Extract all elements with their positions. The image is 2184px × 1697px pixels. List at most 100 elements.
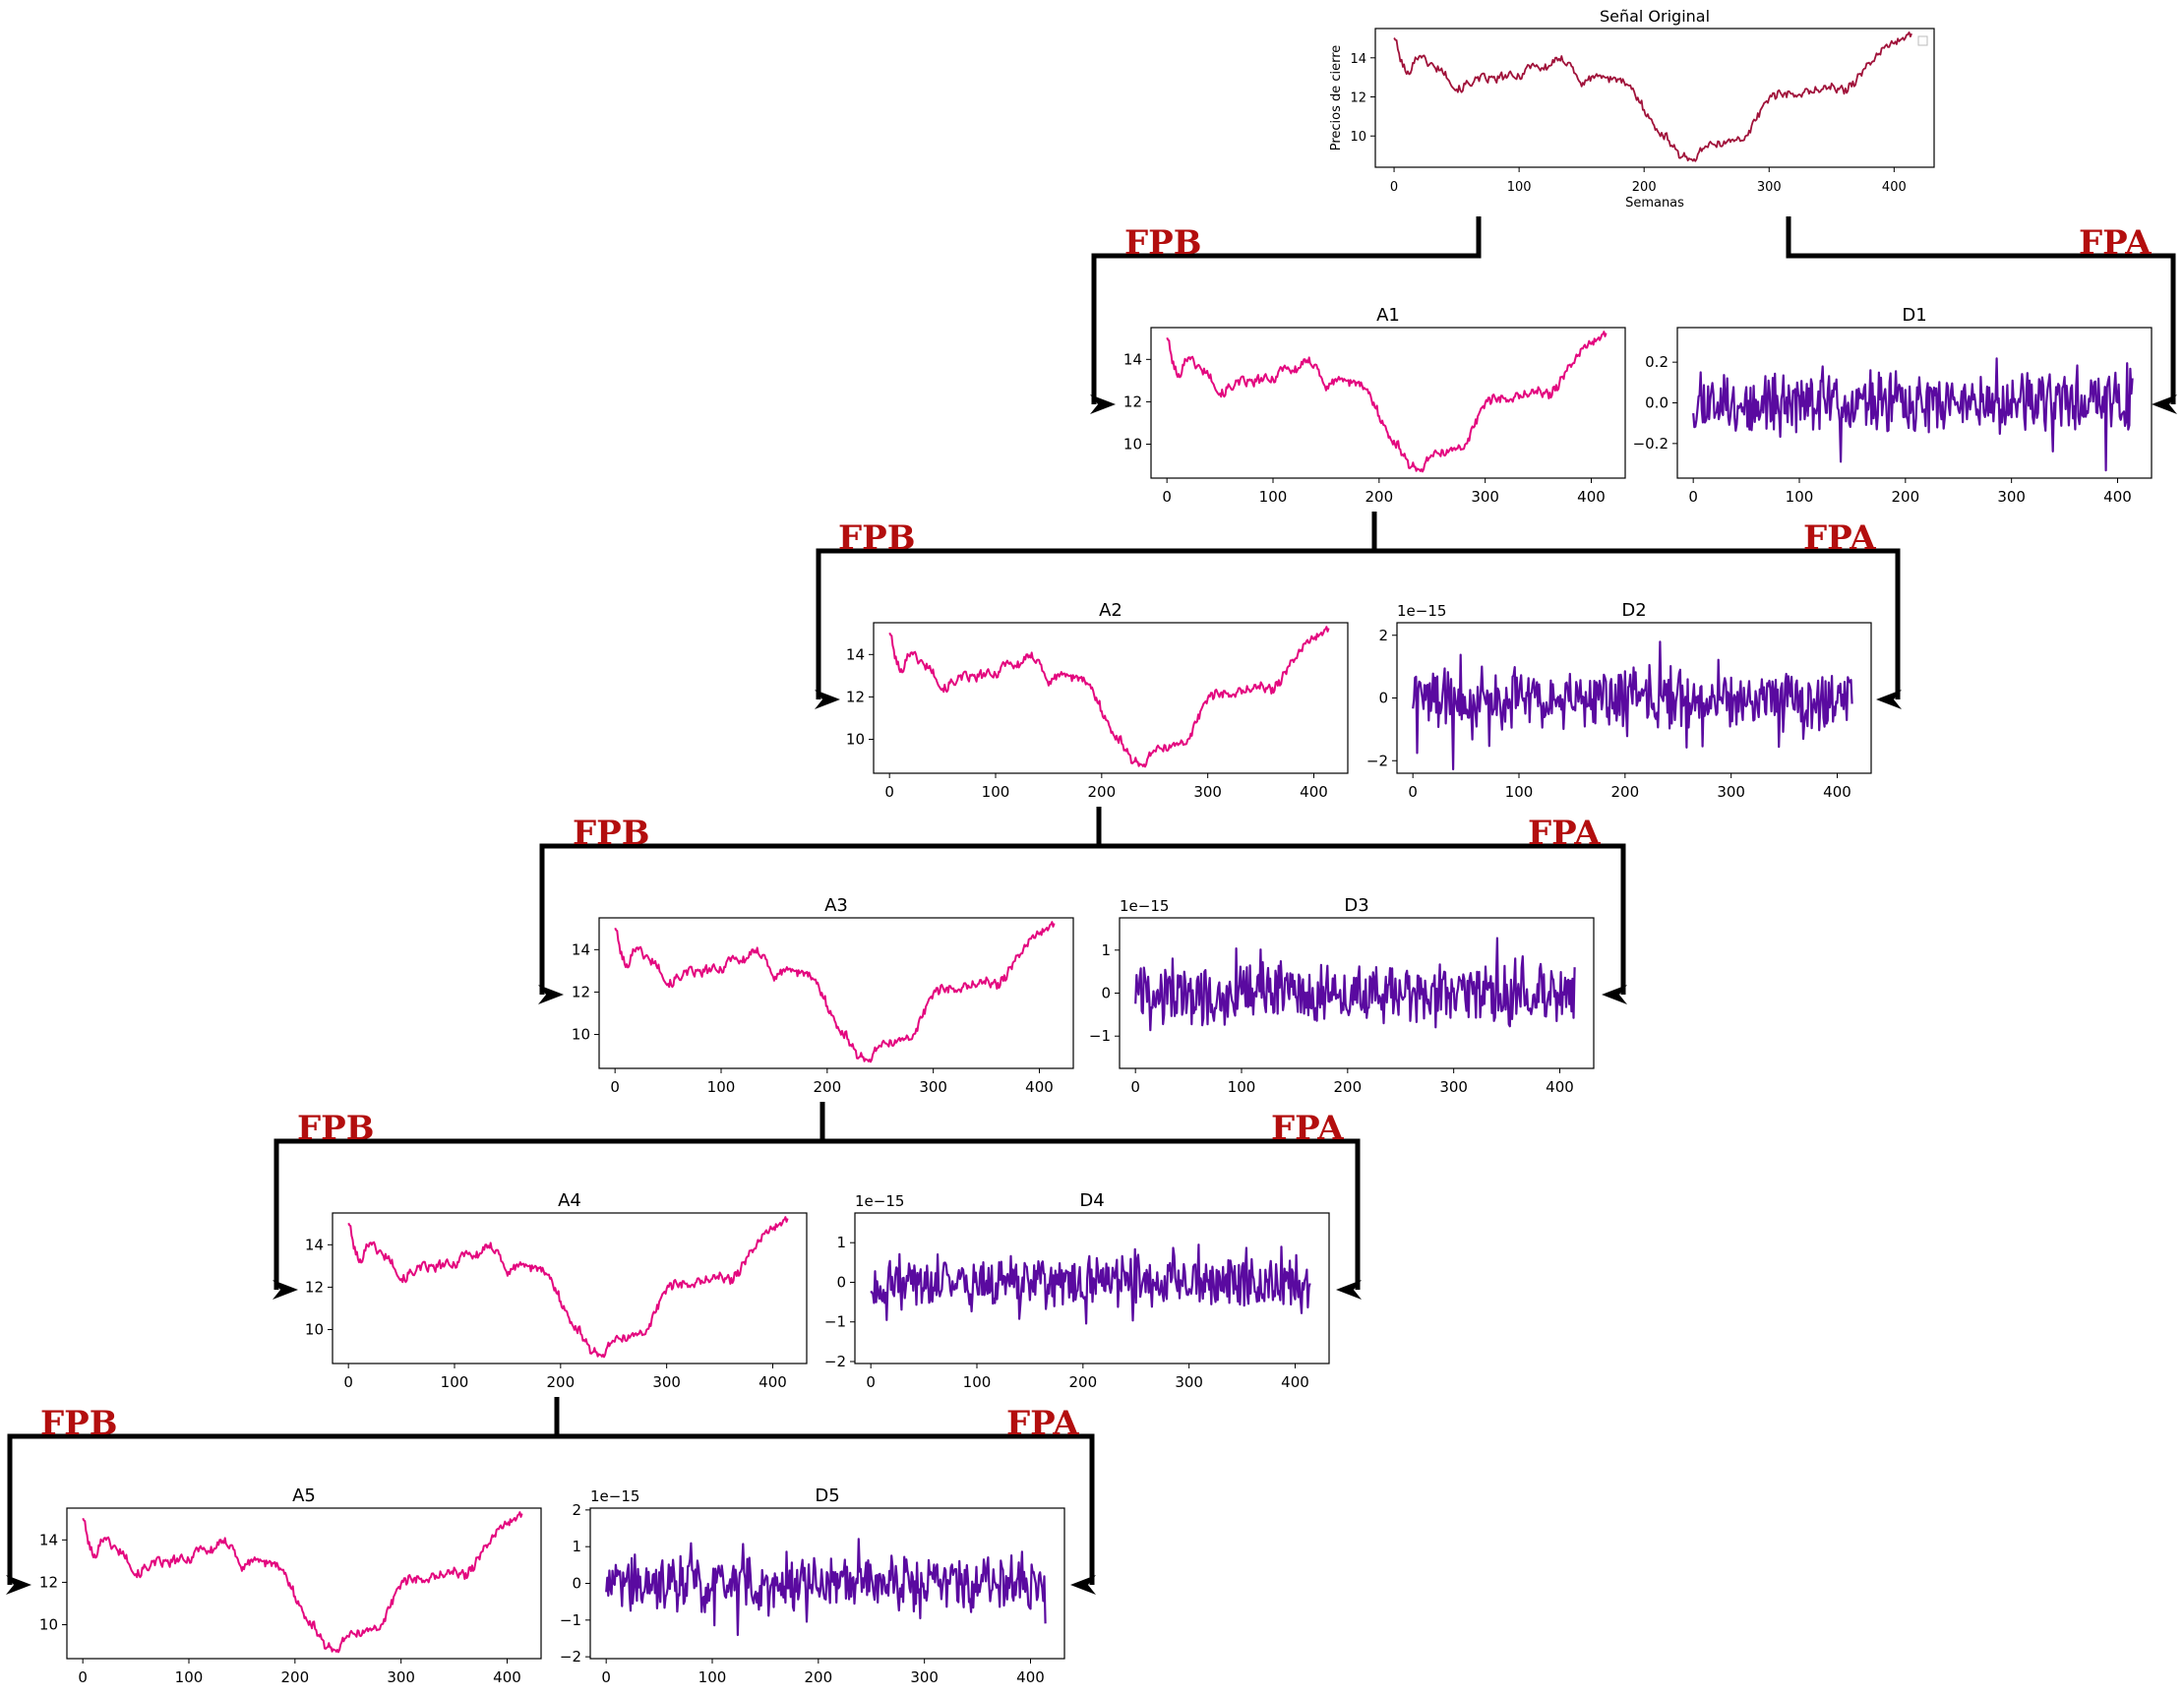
- x-tick-label: 0: [884, 783, 894, 801]
- y-tick-label: 12: [572, 983, 590, 1000]
- x-tick-label: 100: [441, 1373, 469, 1391]
- chart-d3: 0 100 200 300 400 −1 0 1 D3 1e−15: [1089, 895, 1595, 1096]
- chart-title: Señal Original: [1600, 7, 1710, 26]
- x-tick-label: 100: [1507, 180, 1532, 195]
- filter-label-low: FPB: [40, 1404, 117, 1443]
- x-tick-label: 400: [1300, 783, 1328, 801]
- y-tick-label: 10: [1350, 130, 1366, 145]
- y-tick-label: 0: [836, 1273, 846, 1291]
- arrow-left-icon: [1070, 1575, 1096, 1595]
- chart-d5: 0 100 200 300 400 −2 −1 0 1 2 D5 1e−15: [560, 1485, 1065, 1686]
- y-tick-label: 12: [39, 1573, 58, 1591]
- y-tick-label: 2: [572, 1501, 581, 1519]
- arrow-left-icon: [1336, 1280, 1362, 1300]
- chart-a4: 0 100 200 300 400 10 12 14 A4: [305, 1190, 808, 1391]
- series-line-d5: [605, 1538, 1047, 1637]
- x-tick-label: 300: [910, 1668, 939, 1686]
- x-tick-label: 400: [1577, 488, 1606, 506]
- axis-offset-label: 1e−15: [855, 1192, 904, 1210]
- y-tick-label: 12: [1350, 91, 1366, 106]
- x-tick-label: 200: [1365, 488, 1394, 506]
- filter-label-high: FPA: [1803, 518, 1876, 558]
- y-tick-label: −2: [1366, 752, 1388, 769]
- x-axis-label: Semanas: [1625, 196, 1684, 211]
- y-tick-label: 1: [836, 1234, 846, 1251]
- y-tick-label: 12: [846, 688, 865, 705]
- chart-title: D2: [1621, 600, 1646, 621]
- y-tick-label: 12: [305, 1278, 324, 1296]
- x-tick-label: 400: [1546, 1078, 1574, 1096]
- chart-title: A1: [1376, 305, 1400, 326]
- y-tick-label: 14: [572, 940, 590, 958]
- filter-label-high: FPA: [1006, 1404, 1079, 1443]
- x-tick-label: 100: [707, 1078, 736, 1096]
- x-tick-label: 300: [1193, 783, 1222, 801]
- y-tick-label: 0: [1101, 985, 1111, 1002]
- filter-label-low: FPB: [1124, 223, 1201, 263]
- x-tick-label: 0: [1130, 1078, 1140, 1096]
- filter-label-high: FPA: [1271, 1109, 1344, 1148]
- y-tick-label: 1: [1101, 941, 1111, 959]
- series-line-d2: [1412, 640, 1853, 771]
- arrow-left-icon: [1602, 985, 1627, 1004]
- filter-label-low: FPB: [297, 1109, 374, 1148]
- x-tick-label: 400: [758, 1373, 787, 1391]
- chart-title: D3: [1344, 895, 1368, 916]
- x-tick-label: 0: [343, 1373, 353, 1391]
- chart-title: A4: [558, 1190, 581, 1211]
- y-tick-label: 14: [1123, 350, 1142, 368]
- x-tick-label: 200: [814, 1078, 842, 1096]
- arrow-left-icon: [2152, 394, 2177, 414]
- x-tick-label: 300: [1997, 488, 2026, 506]
- tree-branch: [539, 843, 1626, 995]
- y-tick-label: 0: [572, 1575, 581, 1593]
- x-tick-label: 0: [866, 1373, 876, 1391]
- chart-title: A5: [292, 1485, 316, 1506]
- x-tick-label: 300: [1175, 1373, 1203, 1391]
- y-tick-label: 14: [1350, 52, 1366, 67]
- x-tick-label: 100: [1505, 783, 1534, 801]
- y-tick-label: 0.2: [1645, 353, 1668, 371]
- x-tick-label: 0: [610, 1078, 620, 1096]
- y-tick-label: 12: [1123, 393, 1142, 410]
- chart-a5: 0 100 200 300 400 10 12 14 A5: [39, 1485, 542, 1686]
- y-tick-label: 14: [305, 1236, 324, 1253]
- x-tick-label: 0: [1162, 488, 1172, 506]
- series-line-a4: [347, 1216, 789, 1359]
- chart-a1: 0 100 200 300 400 10 12 14 A1: [1123, 305, 1626, 506]
- x-tick-label: 200: [1088, 783, 1117, 801]
- y-tick-label: 14: [846, 645, 865, 663]
- arrow-left-icon: [1876, 690, 1902, 709]
- x-tick-label: 200: [547, 1373, 576, 1391]
- series-line-a3: [614, 921, 1056, 1063]
- y-tick-label: 0.0: [1645, 394, 1668, 412]
- series-line-a1: [1166, 331, 1608, 473]
- decomposition-tree: [7, 216, 2176, 1585]
- chart-orig: 0 100 200 300 400 10 12 14 Señal Original Semanas…: [1329, 7, 1935, 211]
- x-tick-label: 400: [1281, 1373, 1309, 1391]
- series-line-d4: [870, 1243, 1311, 1325]
- chart-title: A2: [1099, 600, 1122, 621]
- x-tick-label: 400: [1823, 783, 1851, 801]
- x-tick-label: 300: [1757, 180, 1782, 195]
- x-tick-label: 100: [698, 1668, 727, 1686]
- x-tick-label: 100: [963, 1373, 992, 1391]
- x-tick-label: 0: [601, 1668, 611, 1686]
- chart-title: A3: [824, 895, 848, 916]
- tree-branch: [7, 1433, 1095, 1585]
- y-tick-label: 1: [572, 1538, 581, 1555]
- y-tick-label: 10: [1123, 436, 1142, 454]
- arrow-right-icon: [815, 690, 840, 709]
- x-tick-label: 200: [1892, 488, 1920, 506]
- plot-frame: [1150, 327, 1626, 479]
- chart-a3: 0 100 200 300 400 10 12 14 A3: [572, 895, 1074, 1096]
- x-tick-label: 300: [387, 1668, 415, 1686]
- x-tick-label: 100: [1228, 1078, 1256, 1096]
- x-tick-label: 400: [1882, 180, 1907, 195]
- x-tick-label: 100: [175, 1668, 204, 1686]
- series-line-orig: [1393, 31, 1912, 162]
- y-tick-label: −1: [1089, 1027, 1111, 1045]
- axis-offset-label: 1e−15: [590, 1487, 639, 1505]
